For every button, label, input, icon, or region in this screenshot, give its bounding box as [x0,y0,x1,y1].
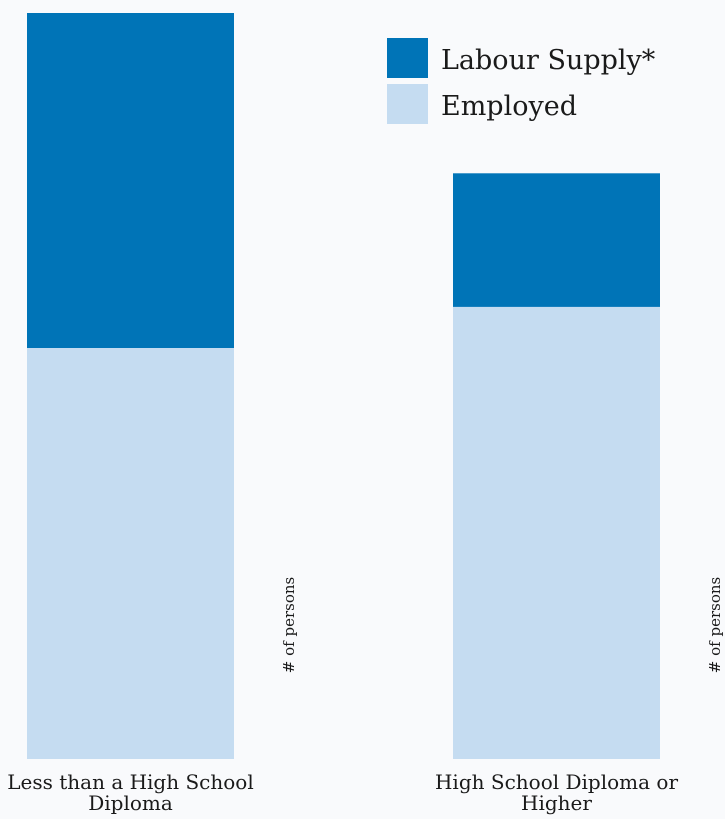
bar-labour-supply-1 [453,173,660,307]
legend: Labour Supply* Employed [387,38,656,124]
bar-employed-0 [27,348,234,759]
legend-label-1: Employed [441,91,577,122]
bar-labour-supply-0 [27,13,234,348]
y-axis-label-0: # of persons [280,577,298,673]
category-label-1-line-0: High School Diploma or [435,770,678,794]
category-label-1-line-1: Higher [521,791,592,815]
bars-group [27,13,660,759]
y-axis-label-1: # of persons [706,577,724,673]
category-label-0-line-1: Diploma [88,791,173,815]
axis-labels: # of persons # of persons [280,577,724,673]
legend-label-0: Labour Supply* [441,45,656,76]
legend-swatch-1 [387,84,428,124]
bar-employed-1 [453,306,660,759]
category-label-0-line-0: Less than a High School [7,770,254,794]
legend-swatch-0 [387,38,428,78]
